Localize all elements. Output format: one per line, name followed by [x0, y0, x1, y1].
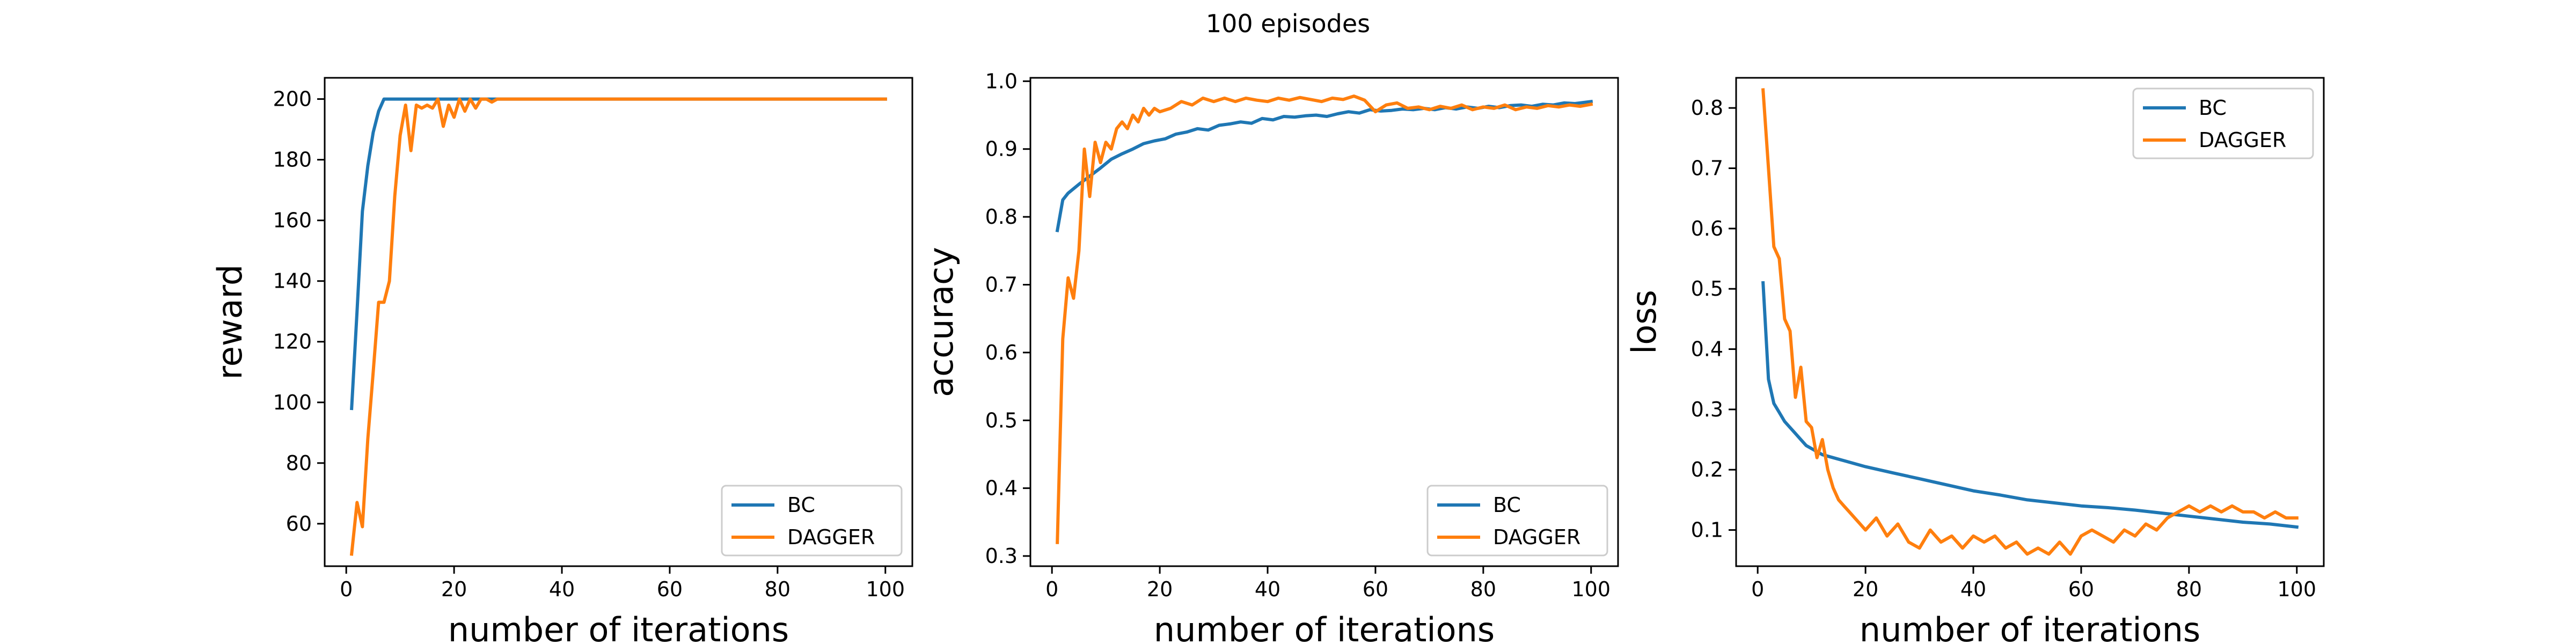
reward-chart-x-tick-label: 20 [441, 577, 467, 601]
reward-chart-y-tick-label: 80 [286, 451, 312, 475]
reward-chart-x-tick-label: 100 [866, 577, 905, 601]
reward-chart-y-axis-label: reward [210, 265, 250, 380]
reward-chart-x-tick-label: 0 [340, 577, 353, 601]
accuracy-chart-x-tick-label: 20 [1147, 577, 1173, 601]
accuracy-chart: 0 20 40 60 80 100 0.3 0.4 0.5 0.6 0.7 0.8 0.9 1.0 numb… [921, 69, 1619, 644]
loss-chart-y-tick-label: 0.1 [1691, 518, 1723, 542]
reward-chart-axes-frame [324, 77, 913, 567]
accuracy-chart-x-tick-label: 80 [1470, 577, 1496, 601]
loss-chart-legend: BC DAGGER [2132, 87, 2314, 159]
reward-chart-x-tick-label: 60 [657, 577, 683, 601]
accuracy-chart-y-tick-label: 0.6 [985, 341, 1018, 364]
accuracy-chart-x-tick-label: 40 [1255, 577, 1280, 601]
loss-chart: 0 20 40 60 80 100 0.1 0.2 0.3 0.4 0.5 0.6 0.7 0.8 numb… [1624, 77, 2325, 644]
reward-chart-y-tick-label: 100 [273, 391, 312, 414]
accuracy-chart-legend: BC DAGGER [1426, 485, 1608, 557]
loss-chart-x-tick-label: 20 [1853, 577, 1878, 601]
loss-chart-y-tick-label: 0.4 [1691, 338, 1723, 361]
reward-chart-y-tick-label: 140 [273, 269, 312, 293]
loss-chart-y-tick-label: 0.6 [1691, 217, 1723, 240]
loss-chart-x-axis-label: number of iterations [1860, 610, 2200, 644]
reward-chart: 0 20 40 60 80 100 60 80 100 120 140 160 180 200 number… [210, 77, 913, 644]
reward-chart-x-axis-label: number of iterations [448, 610, 789, 644]
reward-chart-y-tick-label: 200 [273, 87, 312, 111]
reward-chart-legend: BC DAGGER [721, 485, 903, 557]
loss-chart-legend-label-dagger: DAGGER [2199, 128, 2286, 152]
reward-chart-x-tick-label: 80 [765, 577, 791, 601]
loss-chart-x-tick-label: 100 [2278, 577, 2317, 601]
loss-chart-y-axis-label: loss [1624, 290, 1664, 354]
accuracy-chart-y-tick-label: 0.9 [985, 137, 1018, 161]
accuracy-chart-series-dagger-line [1056, 94, 1593, 544]
accuracy-chart-x-axis-label: number of iterations [1154, 610, 1495, 644]
loss-chart-y-tick-label: 0.8 [1691, 96, 1723, 120]
reward-chart-x-tick-label: 40 [549, 577, 575, 601]
reward-chart-series-bc-line [350, 97, 887, 411]
accuracy-chart-x-tick-label: 0 [1045, 577, 1058, 601]
loss-chart-y-tick-label: 0.7 [1691, 157, 1723, 180]
loss-chart-x-tick-label: 0 [1751, 577, 1764, 601]
loss-chart-legend-label-bc: BC [2199, 96, 2227, 120]
reward-chart-series-dagger-line [349, 97, 887, 556]
reward-chart-y-tick-label: 180 [273, 148, 312, 172]
accuracy-chart-y-tick-label: 0.5 [985, 408, 1018, 432]
reward-chart-legend-label-bc: BC [787, 493, 815, 517]
accuracy-chart-y-axis-label: accuracy [921, 247, 961, 397]
accuracy-chart-axes-frame [1029, 77, 1619, 567]
loss-chart-axes-frame [1735, 77, 2325, 567]
loss-chart-x-tick-label: 40 [1960, 577, 1986, 601]
accuracy-chart-x-tick-label: 100 [1572, 577, 1611, 601]
loss-chart-x-tick-label: 80 [2176, 577, 2202, 601]
figure-suptitle: 100 episodes [1206, 9, 1370, 38]
loss-chart-y-tick-label: 0.5 [1691, 277, 1723, 301]
accuracy-chart-legend-label-dagger: DAGGER [1493, 525, 1580, 549]
accuracy-chart-y-tick-label: 0.3 [985, 544, 1018, 568]
reward-chart-y-tick-label: 120 [273, 330, 312, 354]
accuracy-chart-x-tick-label: 60 [1363, 577, 1388, 601]
loss-chart-y-tick-label: 0.3 [1691, 398, 1723, 421]
loss-chart-series-dagger-line [1761, 88, 2299, 556]
accuracy-chart-y-tick-label: 1.0 [985, 69, 1018, 93]
accuracy-chart-y-tick-label: 0.8 [985, 205, 1018, 229]
accuracy-chart-y-tick-label: 0.7 [985, 273, 1018, 296]
loss-chart-x-tick-label: 60 [2068, 577, 2094, 601]
accuracy-chart-legend-label-bc: BC [1493, 493, 1521, 517]
reward-chart-y-tick-label: 60 [286, 512, 312, 536]
loss-chart-y-tick-label: 0.2 [1691, 458, 1723, 481]
reward-chart-legend-label-dagger: DAGGER [787, 525, 875, 549]
accuracy-chart-y-tick-label: 0.4 [985, 477, 1018, 500]
reward-chart-y-tick-label: 160 [273, 209, 312, 232]
loss-chart-series-bc-line [1761, 281, 2299, 529]
